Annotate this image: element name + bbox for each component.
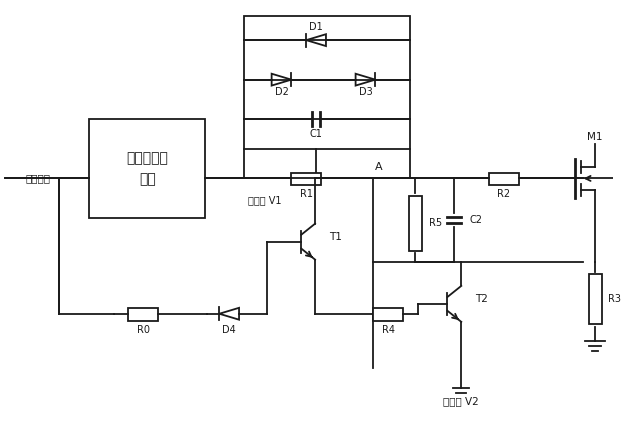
Bar (589, 274, 602, 324)
Text: R4: R4 (382, 325, 395, 334)
Text: 负电源 V2: 负电源 V2 (443, 396, 479, 406)
Bar (373, 308, 403, 321)
Text: 输入信号: 输入信号 (25, 173, 50, 184)
Text: 正电源 V1: 正电源 V1 (248, 195, 281, 205)
Text: D3: D3 (358, 87, 373, 98)
Text: D2: D2 (274, 87, 288, 98)
Text: R1: R1 (300, 189, 313, 199)
Bar (129, 308, 158, 321)
Text: M1: M1 (587, 132, 602, 142)
Text: A: A (374, 161, 382, 172)
Text: C1: C1 (310, 129, 322, 139)
Text: R2: R2 (497, 189, 510, 199)
Bar (244, 17, 410, 149)
Text: R0: R0 (137, 325, 150, 334)
Text: D1: D1 (309, 22, 323, 32)
Text: C2: C2 (469, 215, 482, 225)
Bar (291, 173, 321, 185)
Text: T1: T1 (329, 232, 342, 242)
Bar (89, 119, 206, 218)
Text: 控制或驱动
芯片: 控制或驱动 芯片 (126, 151, 168, 186)
Text: T2: T2 (475, 294, 488, 304)
Text: R3: R3 (609, 294, 621, 304)
Bar (409, 196, 422, 250)
Bar (489, 173, 519, 185)
Text: D4: D4 (222, 325, 236, 334)
Text: R5: R5 (428, 218, 442, 228)
